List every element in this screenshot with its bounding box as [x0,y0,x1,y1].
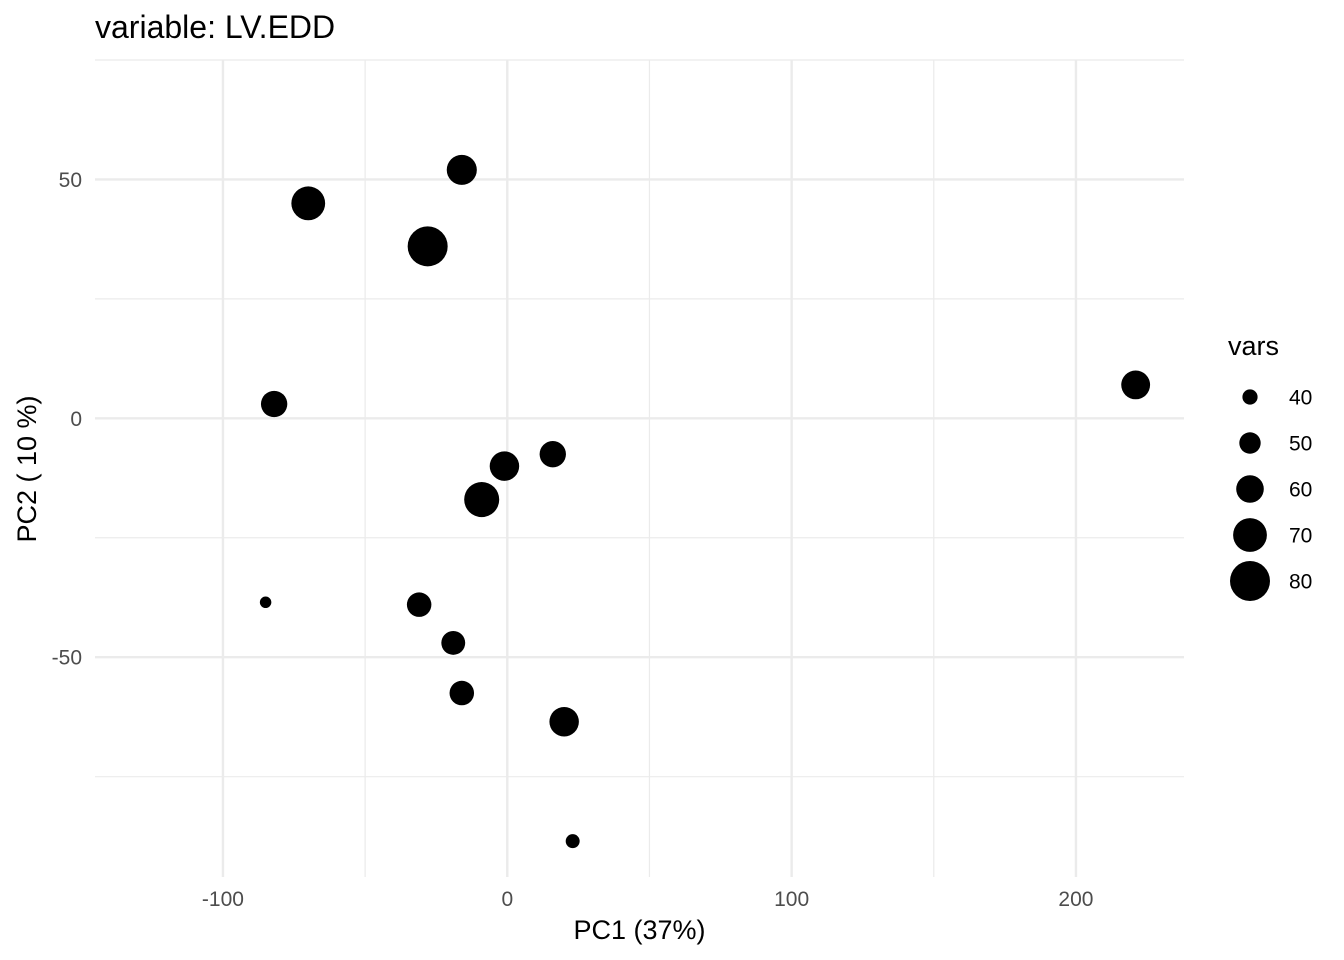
legend-entries: 40 50 60 70 80 [1230,387,1312,601]
y-axis-title: PC2 ( 10 %) [12,395,42,542]
data-point [565,834,580,849]
size-legend: vars 40 50 60 70 80 [1228,331,1312,601]
data-point [406,592,432,617]
data-point [291,186,326,221]
data-point [446,154,477,185]
grid-lines [95,59,1184,877]
data-point [260,390,288,418]
legend-key [1233,518,1267,552]
x-tick-label: 0 [501,888,513,911]
y-axis-ticks: 50 0 -50 [52,169,82,670]
data-point [441,630,466,655]
data-point [259,596,272,609]
chart-title: variable: LV.EDD [95,9,335,45]
y-tick-label: 50 [59,169,82,192]
legend-label: 80 [1289,571,1312,594]
x-tick-label: -100 [202,888,244,911]
x-axis-ticks: -100 0 100 200 [202,888,1094,911]
data-point [449,680,475,706]
legend-title: vars [1228,331,1279,361]
legend-label: 60 [1289,479,1312,502]
legend-key [1236,475,1264,503]
data-point [464,482,500,518]
data-point [539,440,566,468]
legend-key [1230,561,1270,601]
data-point [1121,370,1151,400]
legend-key [1242,389,1258,405]
x-axis-title: PC1 (37%) [573,915,705,945]
data-point [489,451,520,481]
legend-label: 70 [1289,525,1312,548]
data-points [259,154,1151,849]
data-point [407,226,448,267]
data-point [549,706,579,737]
legend-label: 50 [1289,433,1312,456]
legend-key [1239,432,1261,454]
x-tick-label: 100 [774,888,809,911]
x-tick-label: 200 [1058,888,1093,911]
legend-label: 40 [1289,387,1312,410]
y-tick-label: -50 [52,647,82,670]
y-tick-label: 0 [70,408,82,431]
